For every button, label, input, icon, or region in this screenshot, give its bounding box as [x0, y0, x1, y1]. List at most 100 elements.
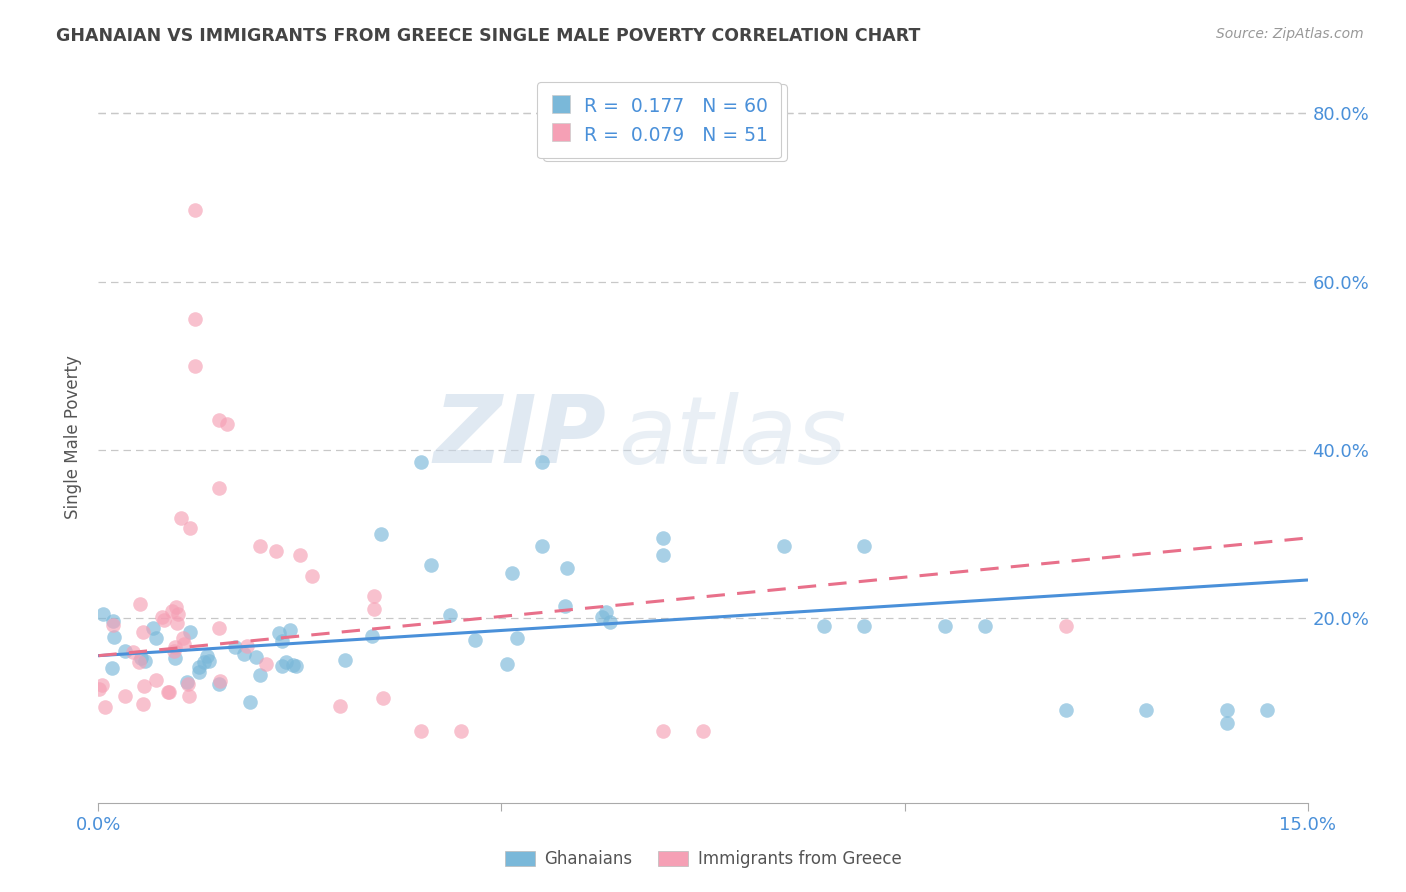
Point	[91, 678, 114, 692]
Point	[179, 521, 201, 535]
Point	[278, 624, 301, 638]
Point	[554, 599, 576, 613]
Point	[373, 691, 395, 706]
Point	[122, 645, 145, 659]
Point	[188, 665, 211, 679]
Point	[595, 605, 617, 619]
Point	[1216, 703, 1239, 717]
Point	[692, 724, 714, 739]
Point	[651, 531, 673, 545]
Point	[270, 633, 292, 648]
Point	[166, 616, 188, 631]
Point	[256, 657, 278, 671]
Point	[1054, 619, 1077, 633]
Point	[208, 481, 231, 495]
Point	[772, 540, 794, 554]
Point	[160, 604, 183, 618]
Legend: R =  0.177   N = 60, R =  0.079   N = 51: R = 0.177 N = 60, R = 0.079 N = 51	[537, 82, 780, 158]
Point	[360, 629, 382, 643]
Point	[141, 621, 163, 635]
Point	[208, 621, 231, 635]
Point	[93, 607, 115, 622]
Point	[420, 558, 443, 572]
Point	[163, 644, 186, 658]
Point	[409, 724, 432, 739]
Point	[530, 455, 553, 469]
Point	[557, 561, 579, 575]
Point	[1256, 703, 1278, 717]
Point	[128, 655, 150, 669]
Point	[152, 613, 174, 627]
Point	[813, 619, 835, 633]
Point	[208, 677, 231, 691]
Text: Source: ZipAtlas.com: Source: ZipAtlas.com	[1216, 27, 1364, 41]
Point	[284, 659, 307, 673]
Point	[333, 653, 356, 667]
Point	[176, 677, 198, 691]
Point	[439, 607, 461, 622]
Point	[167, 607, 190, 622]
Point	[165, 640, 187, 655]
Point	[1216, 715, 1239, 730]
Point	[165, 600, 187, 615]
Point	[464, 632, 486, 647]
Point	[301, 568, 323, 582]
Point	[132, 624, 155, 639]
Point	[236, 639, 259, 653]
Point	[651, 724, 673, 739]
Point	[249, 540, 271, 554]
Point	[450, 724, 472, 739]
Text: atlas: atlas	[619, 392, 846, 483]
Point	[170, 511, 193, 525]
Point	[217, 417, 239, 432]
Point	[267, 626, 290, 640]
Point	[853, 540, 876, 554]
Point	[501, 566, 523, 580]
Point	[599, 615, 621, 630]
Point	[329, 698, 352, 713]
Point	[370, 526, 392, 541]
Point	[264, 543, 287, 558]
Point	[103, 630, 125, 644]
Point	[224, 640, 246, 654]
Point	[145, 673, 167, 688]
Point	[198, 654, 221, 668]
Point	[208, 674, 231, 689]
Point	[195, 648, 218, 663]
Point	[134, 679, 156, 693]
Point	[496, 657, 519, 672]
Point	[288, 548, 311, 562]
Point	[270, 659, 292, 673]
Point	[150, 609, 173, 624]
Point	[134, 654, 156, 668]
Point	[506, 632, 529, 646]
Point	[591, 610, 613, 624]
Point	[184, 359, 207, 373]
Point	[87, 681, 110, 696]
Point	[94, 699, 117, 714]
Point	[176, 675, 198, 690]
Point	[363, 589, 385, 603]
Point	[274, 655, 297, 669]
Point	[188, 659, 211, 673]
Point	[853, 619, 876, 633]
Point	[208, 413, 231, 427]
Point	[173, 637, 195, 651]
Point	[530, 540, 553, 554]
Point	[974, 619, 997, 633]
Point	[281, 658, 304, 673]
Text: GHANAIAN VS IMMIGRANTS FROM GREECE SINGLE MALE POVERTY CORRELATION CHART: GHANAIAN VS IMMIGRANTS FROM GREECE SINGL…	[56, 27, 921, 45]
Point	[233, 648, 256, 662]
Point	[184, 312, 207, 326]
Point	[131, 650, 153, 665]
Point	[165, 651, 187, 665]
Point	[249, 668, 271, 682]
Point	[651, 548, 673, 562]
Point	[179, 690, 201, 704]
Point	[101, 617, 124, 632]
Point	[172, 632, 194, 646]
Point	[101, 614, 124, 628]
Point	[363, 602, 385, 616]
Y-axis label: Single Male Poverty: Single Male Poverty	[65, 355, 83, 519]
Point	[179, 625, 201, 640]
